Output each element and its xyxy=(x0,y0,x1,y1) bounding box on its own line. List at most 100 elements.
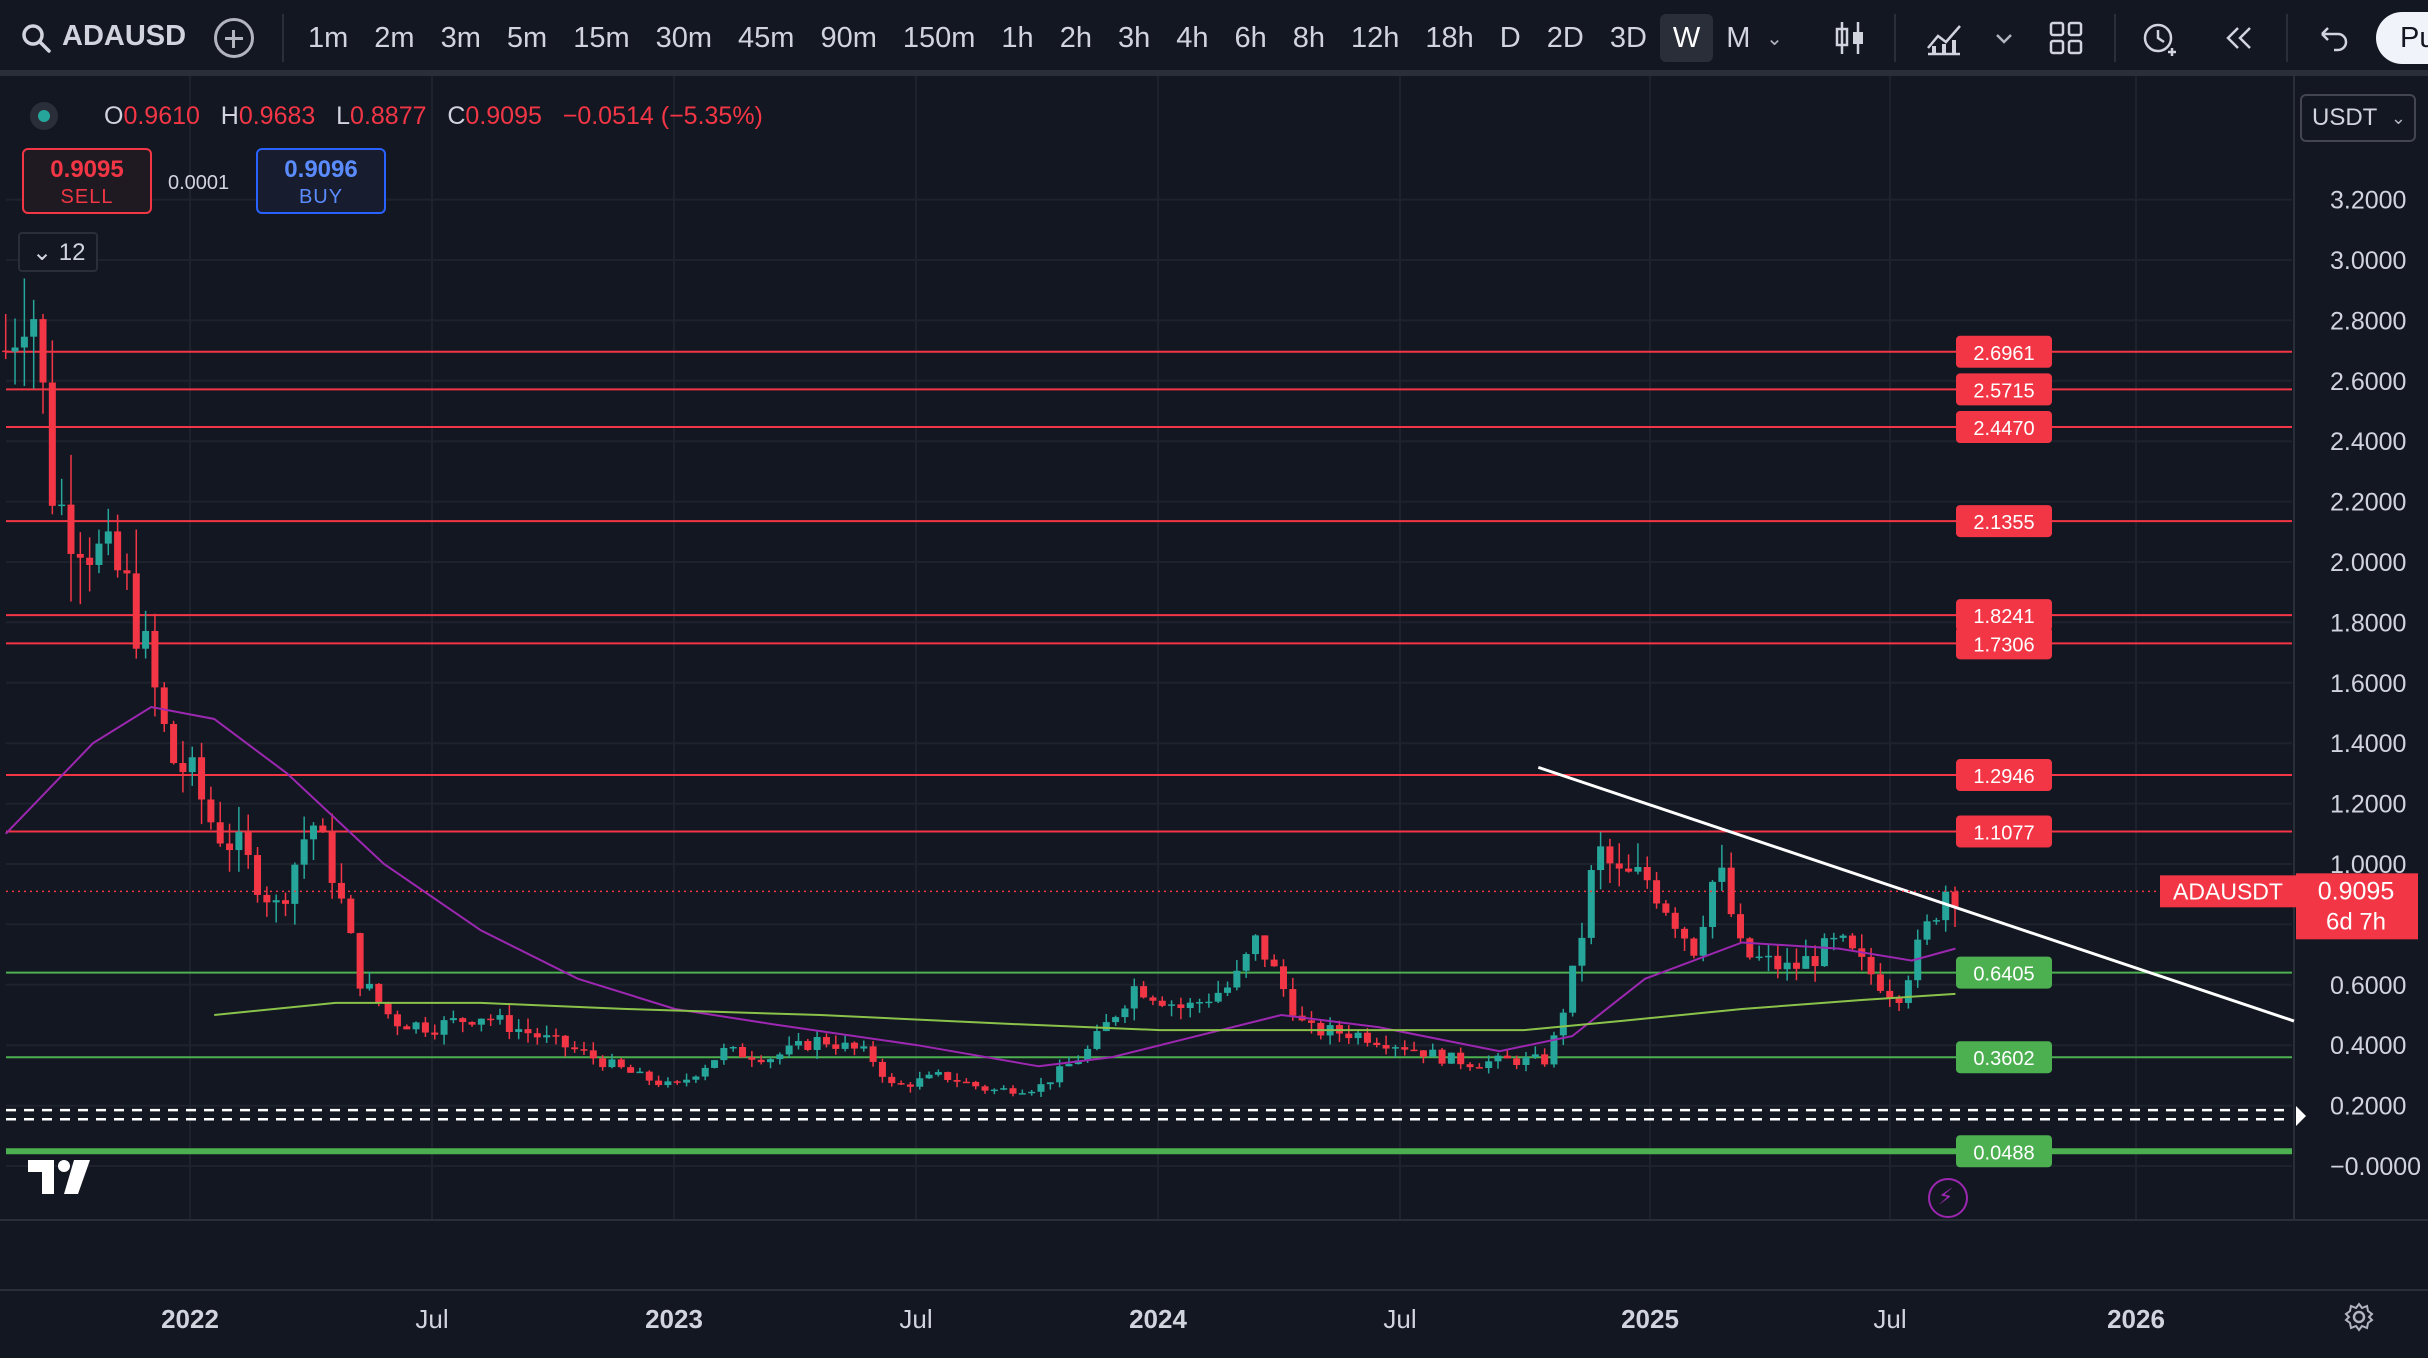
candle-body[interactable] xyxy=(160,687,168,725)
candle-body[interactable] xyxy=(841,1042,849,1049)
candle-body[interactable] xyxy=(524,1029,532,1034)
candle-body[interactable] xyxy=(207,799,215,823)
candle-body[interactable] xyxy=(431,1032,439,1035)
candle-body[interactable] xyxy=(1429,1049,1437,1057)
candle-body[interactable] xyxy=(1065,1064,1073,1067)
candle-body[interactable] xyxy=(1951,891,1959,908)
candle-body[interactable] xyxy=(776,1054,784,1060)
candle-body[interactable] xyxy=(1279,966,1287,990)
candle-body[interactable] xyxy=(655,1080,663,1086)
layout-grid-icon[interactable] xyxy=(2046,18,2086,58)
candle-body[interactable] xyxy=(1196,1002,1204,1004)
candle-body[interactable] xyxy=(1774,955,1782,970)
chevron-down-icon[interactable] xyxy=(1992,18,2016,58)
candle-body[interactable] xyxy=(30,319,38,337)
candle-body[interactable] xyxy=(1690,938,1698,956)
candle-body[interactable] xyxy=(571,1047,579,1050)
candle-body[interactable] xyxy=(1485,1061,1493,1068)
candle-body[interactable] xyxy=(1587,870,1595,938)
candle-body[interactable] xyxy=(1009,1088,1017,1094)
compare-symbol-button[interactable] xyxy=(214,18,254,58)
candle-body[interactable] xyxy=(1158,1000,1166,1006)
candle-body[interactable] xyxy=(692,1076,700,1080)
candle-body[interactable] xyxy=(1130,986,1138,1009)
indicators-icon[interactable] xyxy=(1924,18,1964,58)
candle-body[interactable] xyxy=(1662,903,1670,913)
candle-body[interactable] xyxy=(1578,937,1586,966)
candle-body[interactable] xyxy=(972,1081,980,1087)
buy-button[interactable]: 0.9096 BUY xyxy=(256,148,386,214)
candle-body[interactable] xyxy=(580,1049,588,1051)
candle-body[interactable] xyxy=(962,1081,970,1084)
interval-5m[interactable]: 5m xyxy=(506,22,548,54)
interval-45m[interactable]: 45m xyxy=(738,22,795,54)
candle-body[interactable] xyxy=(1112,1017,1120,1023)
candle-body[interactable] xyxy=(468,1022,476,1025)
chart-area[interactable]: 3.2000 3.0000 2.8000 2.6000 2.4000 2.2000 2.00… xyxy=(0,76,2428,1358)
candle-body[interactable] xyxy=(1224,987,1232,993)
candle-body[interactable] xyxy=(1233,970,1241,988)
candle-body[interactable] xyxy=(636,1071,644,1074)
candle-body[interactable] xyxy=(1252,935,1260,955)
candle-body[interactable] xyxy=(1457,1052,1465,1065)
interval-2h[interactable]: 2h xyxy=(1059,22,1092,54)
candle-body[interactable] xyxy=(1895,997,1903,1003)
gear-icon[interactable] xyxy=(2344,1302,2374,1332)
lightning-icon[interactable] xyxy=(1928,1178,1968,1218)
candle-body[interactable] xyxy=(365,983,373,989)
interval-150m[interactable]: 150m xyxy=(902,22,976,54)
candle-body[interactable] xyxy=(785,1045,793,1055)
candle-body[interactable] xyxy=(645,1071,653,1081)
candle-body[interactable] xyxy=(1606,846,1614,864)
candle-body[interactable] xyxy=(739,1046,747,1058)
candle-body[interactable] xyxy=(188,757,196,773)
interval-1h[interactable]: 1h xyxy=(1001,22,1034,54)
symbol-name[interactable]: ADAUSD xyxy=(62,20,187,52)
candle-body[interactable] xyxy=(1531,1054,1539,1058)
candle-body[interactable] xyxy=(1177,1004,1185,1009)
candle-body[interactable] xyxy=(282,900,290,904)
candle-body[interactable] xyxy=(1699,926,1707,956)
candle-body[interactable] xyxy=(347,898,355,934)
candle-body[interactable] xyxy=(869,1046,877,1062)
candle-body[interactable] xyxy=(76,553,84,558)
candle-body[interactable] xyxy=(1093,1031,1101,1049)
candle-body[interactable] xyxy=(822,1037,830,1045)
candle-body[interactable] xyxy=(487,1018,495,1021)
candle-body[interactable] xyxy=(1718,867,1726,882)
candle-body[interactable] xyxy=(1904,980,1912,1003)
candle-body[interactable] xyxy=(813,1037,821,1050)
candle-body[interactable] xyxy=(1475,1067,1483,1069)
candle-body[interactable] xyxy=(11,347,19,352)
candle-body[interactable] xyxy=(599,1058,607,1068)
candle-body[interactable] xyxy=(1522,1057,1530,1065)
interval-w[interactable]: W xyxy=(1659,14,1714,62)
candle-body[interactable] xyxy=(1000,1088,1008,1090)
candle-body[interactable] xyxy=(617,1059,625,1068)
interval-2d[interactable]: 2D xyxy=(1546,22,1584,54)
candle-body[interactable] xyxy=(1214,992,1222,1002)
candle-body[interactable] xyxy=(440,1020,448,1035)
interval-1m[interactable]: 1m xyxy=(308,22,349,54)
candle-body[interactable] xyxy=(1709,881,1717,927)
candle-body[interactable] xyxy=(1597,846,1605,871)
candle-body[interactable] xyxy=(1625,868,1633,872)
price-chart[interactable]: 3.2000 3.0000 2.8000 2.6000 2.4000 2.2000 2.00… xyxy=(0,76,2428,1358)
candle-body[interactable] xyxy=(701,1067,709,1077)
candle-body[interactable] xyxy=(319,825,327,833)
candle-body[interactable] xyxy=(1559,1012,1567,1036)
candle-body[interactable] xyxy=(1643,866,1651,881)
candle-body[interactable] xyxy=(515,1029,523,1032)
candle-body[interactable] xyxy=(20,336,28,348)
candle-body[interactable] xyxy=(757,1059,765,1063)
candle-body[interactable] xyxy=(1923,921,1931,940)
candle-body[interactable] xyxy=(832,1044,840,1049)
candle-body[interactable] xyxy=(767,1059,775,1063)
candle-body[interactable] xyxy=(1867,956,1875,975)
candle-body[interactable] xyxy=(1802,956,1810,969)
candle-body[interactable] xyxy=(860,1046,868,1049)
moving-average-fast[interactable] xyxy=(4,705,1956,1068)
candle-body[interactable] xyxy=(356,933,364,989)
candle-body[interactable] xyxy=(67,504,75,554)
candle-body[interactable] xyxy=(1839,935,1847,938)
